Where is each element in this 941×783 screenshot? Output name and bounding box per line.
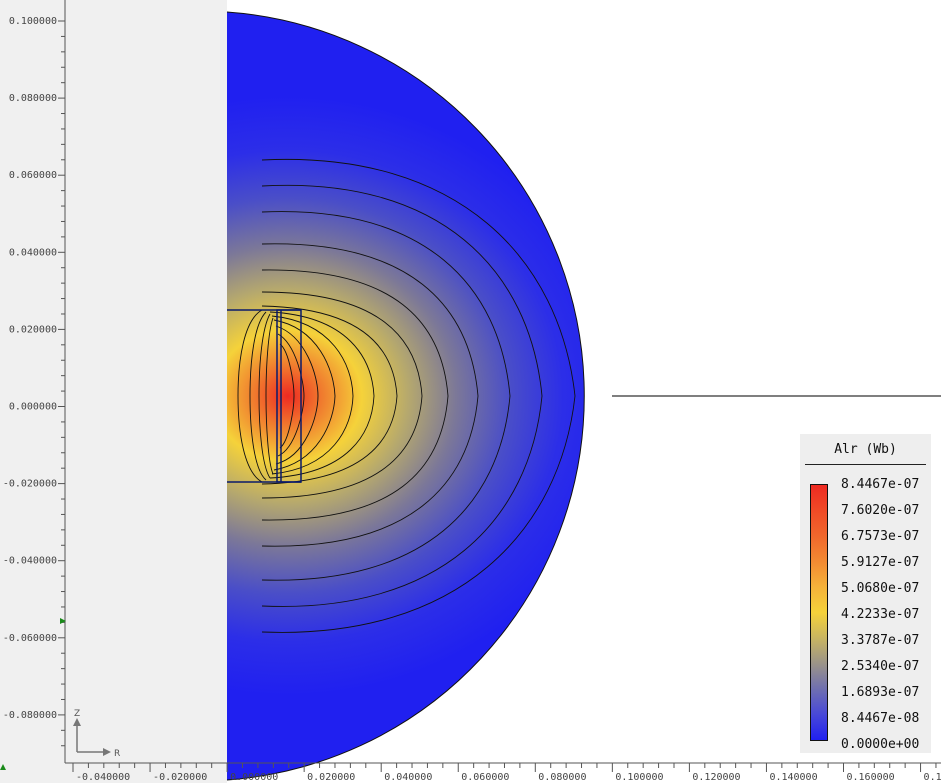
y-tick-label: -0.040000 bbox=[3, 556, 57, 567]
legend-color-bar bbox=[810, 484, 828, 741]
y-tick-label: -0.060000 bbox=[3, 633, 57, 644]
color-legend[interactable]: Alr (Wb) 8.4467e-07 7.6020e-07 6.7573e-07 5… bbox=[800, 434, 931, 753]
coil-rectangle[interactable] bbox=[276, 309, 302, 483]
domain-boundary bbox=[226, 11, 585, 781]
outside-region bbox=[0, 0, 227, 783]
legend-value-label: 2.5340e-07 bbox=[841, 659, 920, 674]
x-tick-label: 0.060000 bbox=[461, 772, 509, 783]
y-tick-label: 0.100000 bbox=[9, 16, 57, 27]
x-tick-label: 0.1 bbox=[924, 772, 941, 783]
y-tick-label: 0.020000 bbox=[9, 324, 57, 335]
x-axis: -0.040000 -0.020000 0.000000 0.020000 0.0400… bbox=[65, 762, 941, 783]
legend-title: Alr (Wb) bbox=[834, 442, 897, 457]
field-gradient bbox=[227, 12, 585, 780]
y-axis: 0.100000 0.080000 0.060000 0.040000 0.020000… bbox=[3, 0, 66, 763]
legend-value-label: 5.0680e-07 bbox=[841, 581, 920, 596]
solution-domain[interactable] bbox=[226, 0, 627, 783]
x-tick-label: 0.120000 bbox=[692, 772, 740, 783]
legend-value-label: 7.6020e-07 bbox=[841, 503, 920, 518]
x-tick-label: 0.020000 bbox=[307, 772, 355, 783]
x-tick-label: 0.140000 bbox=[769, 772, 817, 783]
legend-value-label: 8.4467e-08 bbox=[841, 711, 920, 726]
legend-value-label: 8.4467e-07 bbox=[841, 477, 920, 492]
x-tick-label: 0.040000 bbox=[384, 772, 432, 783]
x-axis-ticks: -0.040000 -0.020000 0.000000 0.020000 0.0400… bbox=[72, 763, 941, 783]
y-tick-label: 0.060000 bbox=[9, 170, 57, 181]
green-marker-icon bbox=[60, 618, 66, 624]
y-tick-label: -0.020000 bbox=[3, 479, 57, 490]
axis-triad-icon: Z R bbox=[73, 709, 120, 759]
contour-lines bbox=[237, 158, 576, 633]
x-tick-label: 0.100000 bbox=[615, 772, 663, 783]
legend-value-label: 3.3787e-07 bbox=[841, 633, 920, 648]
legend-value-label: 6.7573e-07 bbox=[841, 529, 920, 544]
y-tick-label: 0.040000 bbox=[9, 247, 57, 258]
y-axis-ticks: 0.100000 0.080000 0.060000 0.040000 0.020000… bbox=[3, 16, 65, 747]
x-tick-label: 0.080000 bbox=[538, 772, 586, 783]
x-tick-label: -0.020000 bbox=[153, 772, 207, 783]
y-tick-label: 0.080000 bbox=[9, 93, 57, 104]
y-tick-label: -0.080000 bbox=[3, 710, 57, 721]
x-tick-label: 0.000000 bbox=[230, 772, 278, 783]
legend-value-label: 1.6893e-07 bbox=[841, 685, 920, 700]
legend-value-label: 0.0000e+00 bbox=[841, 737, 920, 752]
triad-z-label: Z bbox=[74, 709, 80, 719]
legend-divider bbox=[805, 464, 926, 465]
legend-value-label: 4.2233e-07 bbox=[841, 607, 920, 622]
x-tick-label: 0.160000 bbox=[847, 772, 895, 783]
geometry-edges[interactable] bbox=[227, 309, 302, 483]
legend-value-label: 5.9127e-07 bbox=[841, 555, 920, 570]
green-corner-marker-icon bbox=[0, 764, 6, 770]
y-tick-label: 0.000000 bbox=[9, 402, 57, 413]
triad-r-label: R bbox=[114, 749, 120, 759]
x-tick-label: -0.040000 bbox=[76, 772, 130, 783]
